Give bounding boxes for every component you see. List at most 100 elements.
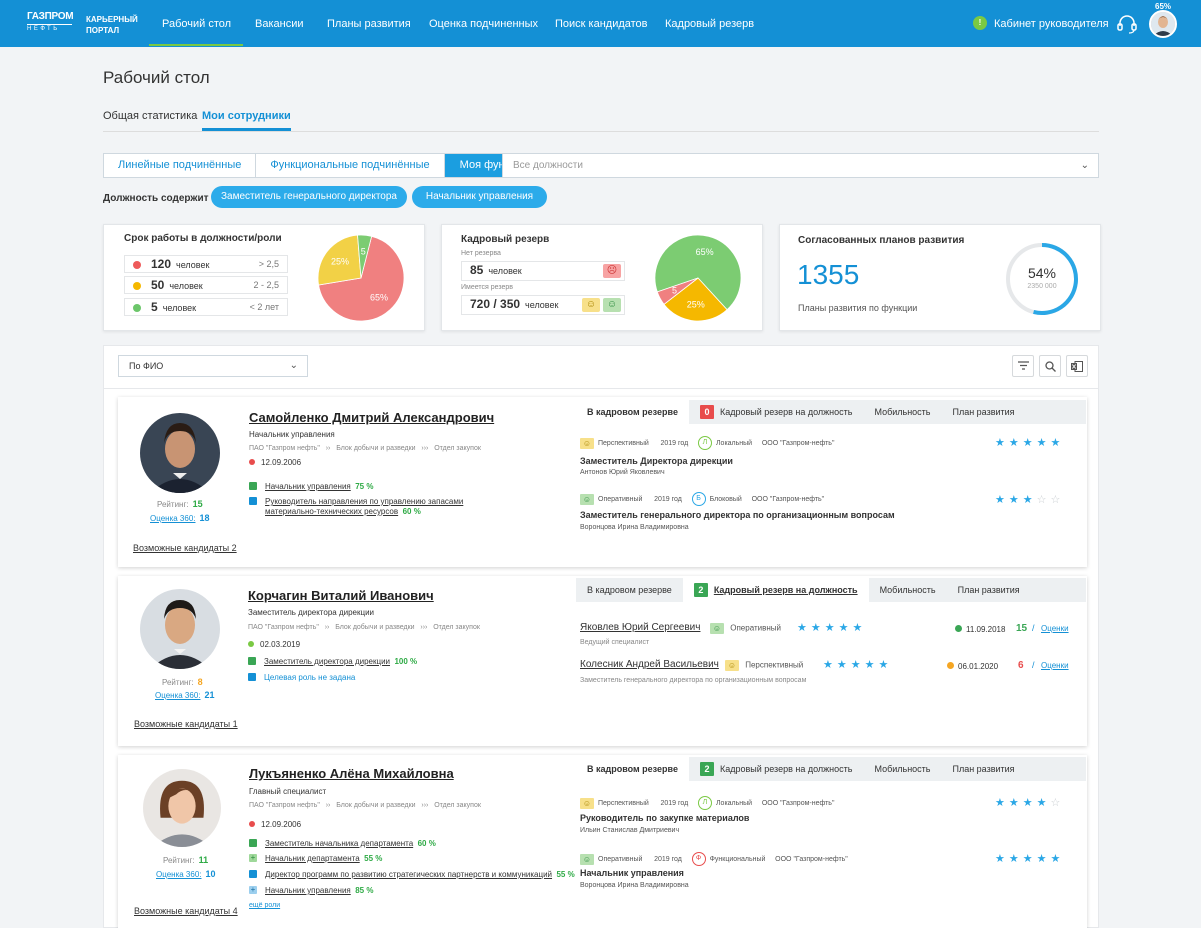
tab-general-stats[interactable]: Общая статистика — [103, 110, 198, 122]
reserve-year: 2019 год — [654, 495, 682, 503]
employee-photo[interactable] — [143, 769, 221, 847]
tab-label: Кадровый резерв на должность — [719, 407, 853, 417]
tab-dev-plan[interactable]: План развития — [952, 407, 1015, 417]
org-path: ПАО "Газпром нефть" ›› Блок добычи и раз… — [248, 624, 480, 631]
user-avatar[interactable] — [1149, 10, 1177, 38]
employee-name[interactable]: Самойленко Дмитрий Александрович — [249, 410, 495, 425]
possible-candidates-link[interactable]: Возможные кандидаты 1 — [134, 719, 238, 729]
tab-dev-plan[interactable]: План развития — [957, 585, 1020, 595]
sort-select[interactable]: По ФИО ⌄ — [118, 355, 308, 377]
org-path-block: Блок добычи и разведки — [336, 802, 416, 809]
role-link[interactable]: Руководитель направления по управлению з… — [265, 497, 464, 506]
assessment-360-link[interactable]: Оценка 360: 10 — [156, 869, 216, 879]
org-path-dept: Отдел закупок — [434, 802, 481, 809]
tab-in-reserve[interactable]: В кадровом резерве — [576, 400, 689, 424]
role-link[interactable]: Начальник управления — [265, 482, 351, 491]
pie-slice — [317, 234, 362, 286]
employee-name[interactable]: Корчагин Виталий Иванович — [248, 588, 434, 603]
plans-card: Согласованных планов развития 1355 Планы… — [779, 224, 1101, 331]
role-link[interactable]: материально-технических ресурсов — [265, 507, 399, 516]
employee-card: Рейтинг: 11 Оценка 360: 10 Возможные канди… — [118, 755, 1087, 928]
nav-candidate-search[interactable]: Поиск кандидатов — [555, 18, 648, 30]
nav-talent-pool[interactable]: Кадровый резерв — [665, 18, 755, 30]
status-dot — [248, 640, 254, 647]
smile-face-icon: ☺ — [580, 493, 594, 505]
filter-chip-deputy-gd[interactable]: Заместитель генерального директора — [211, 186, 407, 208]
role-link[interactable]: Начальник департамента — [265, 854, 360, 863]
target-role-empty[interactable]: Целевая роль не задана — [264, 673, 356, 682]
top-bar: ГАЗПРОМ НЕФТЬ КАРЬЕРНЫЙ ПОРТАЛ Рабочий с… — [0, 0, 1201, 47]
rating: Рейтинг: 15 — [157, 499, 203, 509]
headset-icon[interactable] — [1116, 14, 1138, 34]
tab-mobility[interactable]: Мобильность — [874, 407, 931, 417]
assessments-link[interactable]: Оценки — [1041, 624, 1069, 633]
employee-name[interactable]: Лукъяненко Алёна Михайловна — [249, 766, 454, 781]
org-path-dept: Отдел закупок — [434, 445, 481, 452]
star-rating: ★★★★★ — [995, 853, 1065, 865]
employee-photo[interactable] — [140, 413, 220, 493]
excel-export-icon[interactable] — [1066, 355, 1088, 377]
filter-icon[interactable] — [1012, 355, 1034, 377]
pie-slice-label: 25% — [687, 300, 705, 310]
no-reserve-unit: человек — [488, 266, 522, 276]
assessment-360-link[interactable]: Оценка 360: 21 — [155, 690, 215, 700]
nav-development-plans[interactable]: Планы развития — [327, 18, 411, 30]
assessments-link[interactable]: Оценки — [1041, 661, 1069, 670]
star-rating: ★★★★★ — [797, 622, 867, 634]
employee-tabs: В кадровом резерве 2 Кадровый резерв на д… — [576, 757, 1086, 781]
tab-mobility[interactable]: Мобильность — [879, 585, 936, 595]
tab-dev-plan[interactable]: План развития — [952, 764, 1015, 774]
employee-photo[interactable] — [140, 589, 220, 669]
search-icon[interactable] — [1039, 355, 1061, 377]
more-roles-link[interactable]: ещё роли — [249, 902, 281, 909]
rating-label: Рейтинг: — [163, 856, 195, 865]
role-link[interactable]: Начальник управления — [265, 886, 351, 895]
assessment-360-link[interactable]: Оценка 360: 18 — [150, 513, 210, 523]
candidate-name[interactable]: Колесник Андрей Васильевич — [580, 659, 719, 670]
manager-cabinet-link[interactable]: ! Кабинет руководителя — [973, 16, 1109, 31]
candidate-name[interactable]: Яковлев Юрий Сергеевич — [580, 622, 701, 633]
nav-dashboard[interactable]: Рабочий стол — [148, 18, 244, 46]
no-reserve-label: Нет резерва — [461, 250, 501, 257]
employee-card: Рейтинг: 15 Оценка 360: 18 Возможные канди… — [118, 397, 1087, 567]
scope-icon: Ф — [691, 852, 706, 866]
tab-mobility[interactable]: Мобильность — [874, 764, 931, 774]
role-link[interactable]: Заместитель директора дирекции — [264, 657, 391, 666]
segment-functional[interactable]: Функциональные подчинённые — [256, 154, 445, 177]
role-link[interactable]: Директор программ по развитию стратегиче… — [265, 870, 553, 879]
gazprom-logo[interactable]: ГАЗПРОМ НЕФТЬ — [27, 11, 74, 35]
role-item-cont: материально-технических ресурсов 60 % — [265, 507, 421, 517]
reserve-meta: ☺ Оперативный 2019 год Б Блоковый ООО "Газ… — [580, 492, 824, 506]
role-item: Директор программ по развитию стратегиче… — [249, 869, 575, 880]
nav-subordinate-assessment[interactable]: Оценка подчиненных — [429, 18, 539, 30]
role-item: + Начальник управления 85 % — [249, 885, 373, 896]
tab-in-reserve[interactable]: В кадровом резерве — [587, 585, 672, 595]
employee-date: 12.09.2006 — [249, 458, 301, 467]
reserve-year: 2019 год — [654, 855, 682, 863]
possible-candidates-link[interactable]: Возможные кандидаты 4 — [134, 906, 238, 916]
position-contains-label: Должность содержит — [103, 193, 209, 204]
tab-reserve-for-position[interactable]: 2 Кадровый резерв на должность — [682, 578, 869, 602]
role-icon — [248, 672, 256, 681]
role-icon — [249, 838, 257, 847]
nav-vacancies[interactable]: Вакансии — [255, 18, 304, 30]
role-link[interactable]: Заместитель начальника департамента — [265, 839, 414, 848]
filter-chip-head-dept[interactable]: Начальник управления — [412, 186, 547, 208]
tab-my-employees[interactable]: Мои сотрудники — [202, 110, 291, 131]
rating-label: Рейтинг: — [162, 678, 194, 687]
assessment-360-label: Оценка 360: — [150, 514, 196, 523]
status-dot — [955, 625, 962, 633]
possible-candidates-link[interactable]: Возможные кандидаты 2 — [133, 543, 237, 553]
logo-subtext: НЕФТЬ — [27, 24, 72, 33]
employee-position: Заместитель директора дирекции — [248, 608, 375, 617]
tab-in-reserve[interactable]: В кадровом резерве — [576, 757, 689, 781]
page-title: Рабочий стол — [103, 68, 210, 87]
tab-reserve-for-position[interactable]: 2 Кадровый резерв на должность — [689, 757, 864, 781]
chevron-down-icon: ⌄ — [1080, 160, 1089, 171]
position-select[interactable]: Все должности ⌄ — [502, 153, 1099, 178]
employee-date-value: 12.09.2006 — [261, 820, 302, 829]
tab-reserve-for-position[interactable]: 0 Кадровый резерв на должность — [689, 400, 864, 424]
rating-value: 8 — [197, 677, 203, 687]
segment-linear[interactable]: Линейные подчинённые — [104, 154, 257, 177]
tenure-row-3: 5 человек < 2 лет — [124, 298, 288, 316]
